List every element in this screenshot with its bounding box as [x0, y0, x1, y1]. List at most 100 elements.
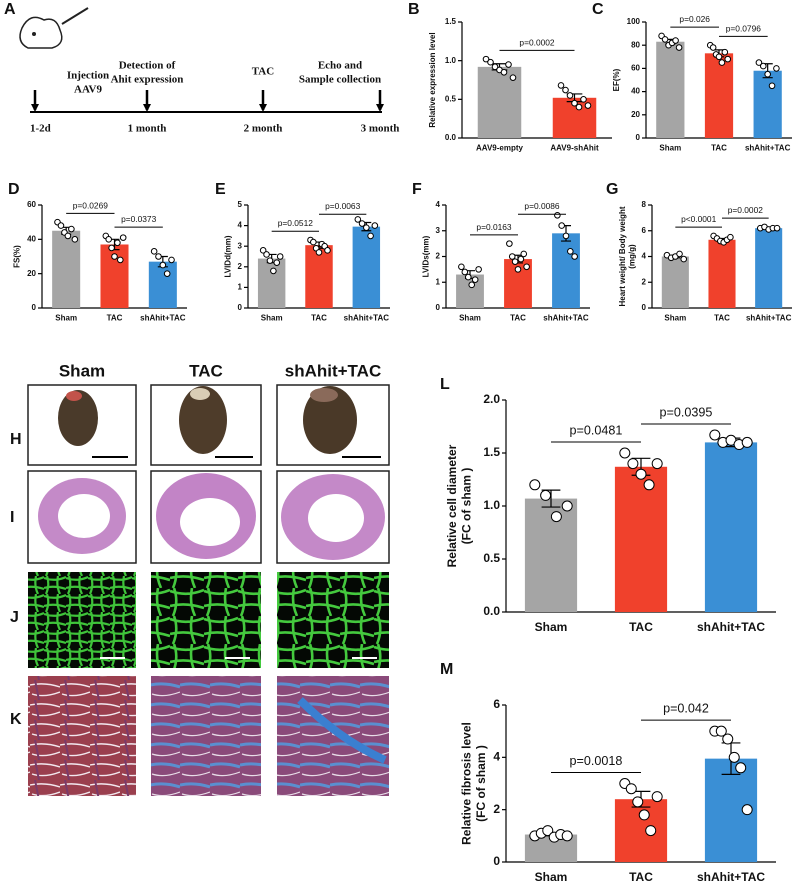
panel-label: M [440, 661, 453, 678]
y-tick-label: 1.0 [445, 56, 457, 65]
bar [257, 258, 286, 308]
data-point [114, 239, 121, 247]
y-tick-label: 20 [27, 269, 36, 278]
data-point [554, 212, 561, 219]
y-tick-label: 0 [636, 133, 641, 142]
y-tick-label: 0 [642, 303, 647, 312]
y-tick-label: 40 [27, 234, 36, 243]
bar-chart: F 0 1 2 3 4 LVIDs(mm) Sham TAC shAhit+TAC p=0.0163… [412, 181, 590, 323]
y-tick-label: 1.0 [483, 498, 500, 512]
panel-label: F [412, 181, 422, 198]
p-value: p=0.0395 [660, 406, 713, 420]
event-label: AAV9 [74, 84, 102, 96]
p-value: p=0.0512 [278, 218, 314, 228]
y-tick-label: 2 [493, 802, 500, 816]
bar [661, 256, 689, 308]
data-point [358, 220, 366, 227]
data-point [575, 103, 583, 111]
y-tick-label: 4 [238, 221, 243, 230]
bar [148, 261, 177, 308]
data-point [773, 224, 781, 232]
p-value: p=0.0163 [476, 222, 512, 232]
data-point [672, 37, 679, 44]
event-label: Echo and [318, 60, 362, 72]
y-tick-label: 0.5 [483, 551, 500, 565]
data-point [461, 268, 469, 276]
data-point [68, 225, 75, 233]
panel-label: G [606, 181, 618, 198]
data-point [529, 479, 541, 491]
he-lumen [180, 498, 240, 546]
data-point [715, 725, 727, 737]
data-point [514, 266, 522, 273]
panel-label: C [592, 1, 604, 18]
heart-image [310, 388, 338, 402]
y-tick-label: 4 [493, 750, 500, 764]
y-tick-label: 0.0 [445, 133, 457, 142]
data-point [557, 82, 565, 89]
data-point [263, 251, 270, 258]
y-tick-label: 4 [436, 200, 441, 209]
p-value: p=0.0063 [325, 201, 361, 211]
data-point [371, 222, 379, 229]
wga-image [28, 572, 136, 668]
event-label: Sample collection [299, 74, 381, 86]
data-point [627, 458, 639, 470]
data-point [273, 259, 281, 266]
bar [753, 70, 782, 138]
data-point [643, 479, 655, 491]
data-point [632, 796, 644, 808]
data-point [64, 232, 72, 240]
data-point [724, 55, 732, 63]
data-point [464, 273, 472, 281]
y-axis-label: (FC of sham ) [474, 745, 488, 822]
heart-image [303, 386, 357, 454]
data-point [651, 458, 663, 470]
data-point [661, 36, 669, 43]
y-tick-label: 80 [631, 40, 640, 49]
data-point [550, 511, 562, 523]
y-tick-label: 1.5 [445, 17, 457, 26]
y-axis-label: (mg/g) [628, 244, 637, 269]
data-point [571, 99, 578, 107]
data-point [315, 249, 323, 256]
p-value: p=0.0002 [728, 205, 764, 215]
x-tick-label: TAC [311, 314, 327, 323]
data-point [567, 248, 574, 255]
heart-image [66, 391, 82, 401]
data-point [540, 489, 552, 501]
mouse-icon [32, 32, 36, 36]
syringe-icon [61, 7, 89, 25]
histology-panel: Sham TAC shAhit+TAC H I J K [10, 361, 390, 796]
bar [352, 226, 381, 308]
x-tick-label: TAC [714, 314, 730, 323]
x-tick-label: AAV9-shAhit [550, 144, 599, 153]
data-point [468, 281, 476, 289]
data-point [709, 44, 717, 51]
x-tick-label: TAC [629, 870, 653, 884]
data-point [768, 82, 776, 90]
x-tick-label: Sham [535, 870, 568, 884]
y-tick-label: 5 [238, 200, 243, 209]
panel-label: B [408, 1, 420, 18]
wga-image [151, 572, 261, 668]
x-tick-label: TAC [107, 314, 123, 323]
x-tick-label: shAhit+TAC [697, 620, 765, 634]
x-tick-label: shAhit+TAC [140, 314, 186, 323]
y-tick-label: 2 [436, 252, 441, 261]
y-tick-label: 0 [493, 854, 500, 868]
data-point [105, 236, 113, 243]
x-tick-label: Sham [659, 144, 681, 153]
data-point [721, 48, 729, 56]
data-point [676, 250, 683, 258]
data-point [324, 247, 331, 254]
event-label: TAC [252, 66, 274, 78]
data-point [722, 733, 734, 745]
data-point [566, 92, 574, 99]
he-lumen [308, 494, 364, 542]
bar-chart: D 0 20 40 60 FS(%) Sham TAC shAhit+TAC p=0.0269 p=… [8, 181, 187, 323]
time-label: 1-2d [30, 123, 51, 135]
data-point [561, 500, 573, 512]
time-label: 2 month [244, 123, 283, 135]
data-point [562, 232, 570, 240]
